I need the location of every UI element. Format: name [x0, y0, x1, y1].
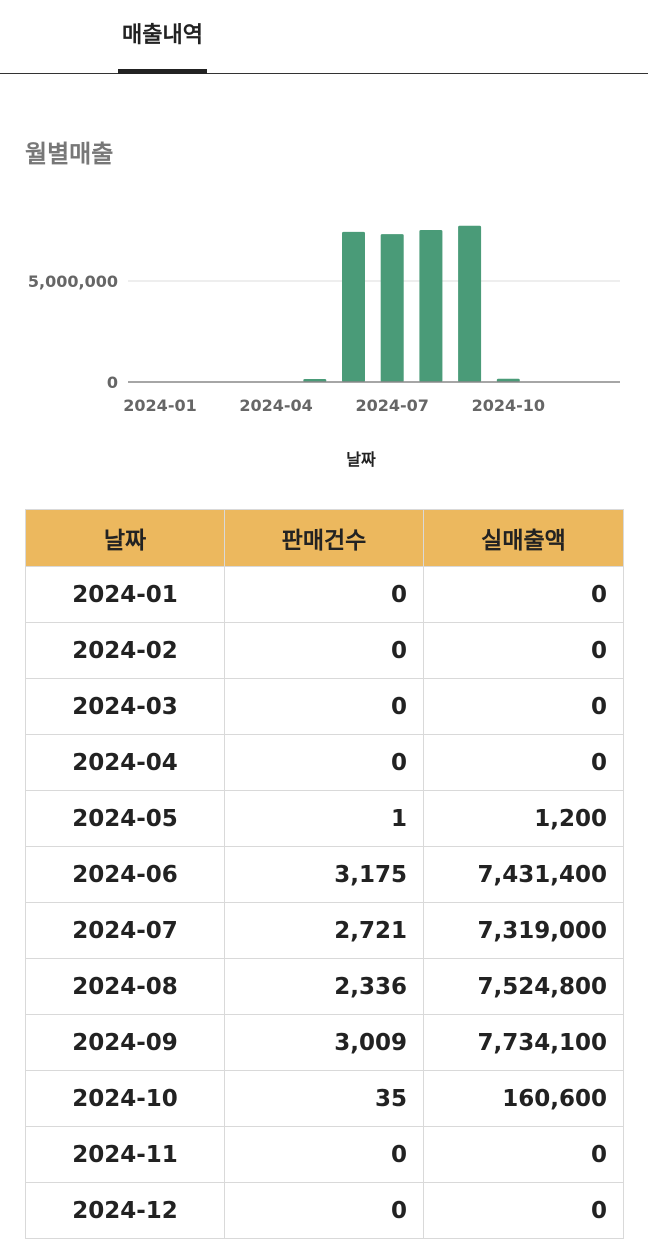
y-tick-label: 5,000,000: [28, 272, 118, 291]
active-tab-indicator: [118, 69, 207, 74]
table-row: 2024-05 1 1,200: [25, 790, 624, 847]
bar-2024-09[interactable]: [458, 225, 482, 382]
cell-sales-count: 0: [224, 678, 424, 735]
bar-2024-06[interactable]: [342, 231, 365, 382]
cell-net-sales: 1,200: [423, 790, 624, 847]
table-row: 2024-02 0 0: [25, 622, 624, 679]
header-sales-count[interactable]: 판매건수: [224, 509, 424, 567]
cell-net-sales: 0: [423, 678, 624, 735]
cell-sales-count: 3,175: [224, 846, 424, 903]
cell-sales-count: 1: [224, 790, 424, 847]
x-tick-label: 2024-04: [239, 396, 312, 415]
cell-sales-count: 3,009: [224, 1014, 424, 1071]
cell-date: 2024-08: [25, 958, 225, 1015]
bar-2024-08[interactable]: [419, 229, 443, 382]
table-row: 2024-03 0 0: [25, 678, 624, 735]
table-row: 2024-09 3,009 7,734,100: [25, 1014, 624, 1071]
cell-sales-count: 0: [224, 1182, 424, 1239]
cell-date: 2024-01: [25, 566, 225, 623]
y-tick-label: 0: [107, 373, 118, 392]
cell-net-sales: 7,431,400: [423, 846, 624, 903]
table-row: 2024-01 0 0: [25, 566, 624, 623]
cell-date: 2024-05: [25, 790, 225, 847]
x-tick-label: 2024-01: [123, 396, 196, 415]
cell-net-sales: 7,524,800: [423, 958, 624, 1015]
cell-sales-count: 0: [224, 622, 424, 679]
table-row: 2024-06 3,175 7,431,400: [25, 846, 624, 903]
table-header-row: 날짜 판매건수 실매출액: [25, 509, 624, 567]
cell-date: 2024-12: [25, 1182, 225, 1239]
cell-sales-count: 2,721: [224, 902, 424, 959]
table-row: 2024-08 2,336 7,524,800: [25, 958, 624, 1015]
bar-2024-10[interactable]: [496, 378, 520, 382]
cell-date: 2024-10: [25, 1070, 225, 1127]
cell-date: 2024-11: [25, 1126, 225, 1183]
tab-bar: 매출내역: [0, 0, 648, 74]
table-row: 2024-11 0 0: [25, 1126, 624, 1183]
cell-net-sales: 0: [423, 622, 624, 679]
cell-net-sales: 0: [423, 734, 624, 791]
cell-net-sales: 7,319,000: [423, 902, 624, 959]
section-title: 월별매출: [25, 140, 114, 168]
cell-net-sales: 7,734,100: [423, 1014, 624, 1071]
cell-date: 2024-06: [25, 846, 225, 903]
cell-net-sales: 0: [423, 1126, 624, 1183]
cell-sales-count: 0: [224, 566, 424, 623]
cell-sales-count: 0: [224, 1126, 424, 1183]
bar-2024-07[interactable]: [380, 234, 404, 382]
table-row: 2024-04 0 0: [25, 734, 624, 791]
x-axis-title: 날짜: [346, 450, 376, 469]
cell-net-sales: 0: [423, 1182, 624, 1239]
cell-date: 2024-04: [25, 734, 225, 791]
table-row: 2024-10 35 160,600: [25, 1070, 624, 1127]
tab-sales-history[interactable]: 매출내역: [122, 23, 203, 48]
cell-date: 2024-09: [25, 1014, 225, 1071]
sales-table: 날짜 판매건수 실매출액 2024-01 0 0 2024-02 0 0 2024-03 0 0…: [25, 509, 624, 1239]
x-tick-label: 2024-10: [472, 396, 545, 415]
cell-net-sales: 160,600: [423, 1070, 624, 1127]
x-tick-label: 2024-07: [355, 396, 428, 415]
cell-date: 2024-03: [25, 678, 225, 735]
cell-sales-count: 0: [224, 734, 424, 791]
cell-sales-count: 35: [224, 1070, 424, 1127]
table-row: 2024-07 2,721 7,319,000: [25, 902, 624, 959]
cell-net-sales: 0: [423, 566, 624, 623]
cell-date: 2024-07: [25, 902, 225, 959]
cell-sales-count: 2,336: [224, 958, 424, 1015]
table-row: 2024-12 0 0: [25, 1182, 624, 1239]
header-net-sales[interactable]: 실매출액: [423, 509, 624, 567]
monthly-sales-chart: 0 5,000,000 2024-01 2024-04 2024-07 2024-10 날짜: [28, 225, 620, 469]
header-date[interactable]: 날짜: [25, 509, 225, 567]
cell-date: 2024-02: [25, 622, 225, 679]
